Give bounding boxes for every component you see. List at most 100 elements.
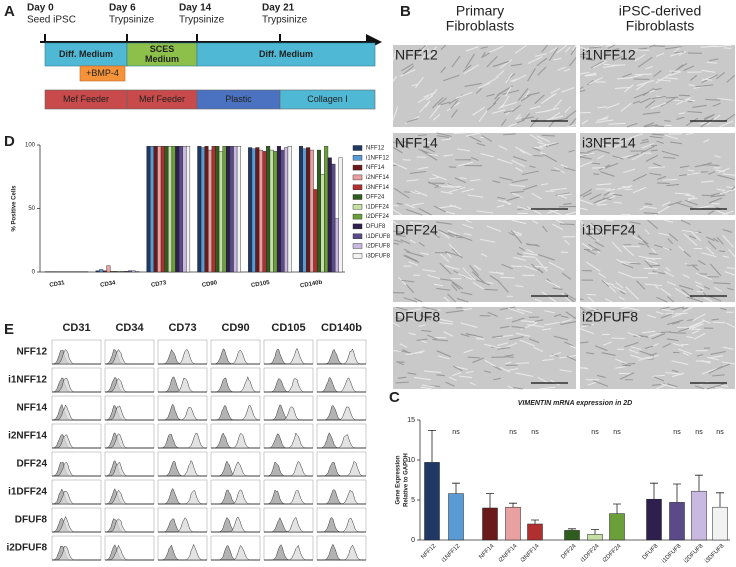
cell — [720, 385, 729, 388]
cell — [593, 173, 600, 176]
cell — [675, 202, 693, 209]
bar — [248, 147, 253, 273]
cell — [579, 56, 592, 60]
cell — [484, 359, 497, 367]
cell — [445, 310, 464, 314]
cell — [632, 235, 644, 242]
histogram-curve — [51, 377, 101, 393]
cell — [601, 352, 616, 356]
micrograph — [580, 45, 735, 127]
cell — [633, 78, 650, 81]
error-bar — [509, 502, 517, 508]
cell — [437, 229, 450, 239]
bar — [266, 146, 271, 273]
cell — [564, 341, 574, 347]
cell — [395, 381, 409, 384]
cell — [606, 102, 620, 109]
cell — [523, 265, 538, 271]
cell — [650, 149, 658, 152]
cell — [462, 267, 476, 281]
cell — [534, 94, 545, 105]
cell — [527, 68, 536, 82]
bar — [218, 151, 223, 273]
medium-text: Diff. Medium — [59, 49, 113, 59]
cell — [689, 235, 696, 240]
cell — [721, 361, 736, 365]
cell — [465, 370, 474, 374]
cell — [686, 172, 700, 176]
cell — [617, 185, 633, 190]
bar — [587, 534, 603, 541]
bar — [320, 174, 325, 273]
cell — [403, 297, 418, 303]
cell — [608, 192, 615, 196]
cell — [682, 229, 699, 234]
cell — [404, 254, 418, 262]
cell — [403, 248, 411, 254]
cell — [648, 89, 656, 93]
cell — [525, 91, 540, 97]
bar — [110, 271, 115, 273]
cell — [726, 322, 736, 328]
bar — [229, 146, 234, 273]
cell — [457, 273, 473, 281]
y-axis-label: Relative to GAPDH — [404, 453, 410, 507]
bar — [609, 513, 625, 541]
cell — [687, 322, 702, 330]
histogram-curve — [211, 489, 260, 505]
cell — [649, 172, 662, 176]
cell — [603, 63, 610, 66]
micrograph — [393, 220, 576, 302]
cell — [461, 188, 475, 193]
cell — [415, 48, 421, 55]
cell — [394, 140, 410, 149]
cell — [532, 220, 539, 224]
cell — [392, 51, 397, 61]
row-label: DFF24 — [16, 459, 47, 470]
cell — [651, 374, 665, 377]
row-label: NFF12 — [16, 347, 47, 358]
cell — [499, 176, 513, 181]
substrate-text: Plastic — [225, 94, 252, 104]
cell — [667, 200, 682, 207]
cell — [480, 46, 488, 50]
cell — [638, 242, 645, 246]
cell — [566, 355, 577, 361]
cell — [648, 253, 658, 255]
medium-text: SCES — [150, 44, 175, 54]
cell — [618, 296, 625, 301]
cell — [483, 76, 499, 87]
cell — [622, 73, 632, 78]
error-bar — [486, 493, 494, 508]
cell — [465, 332, 484, 339]
cell — [529, 133, 543, 143]
cell — [469, 135, 482, 143]
legend-label: i1DFUF8 — [366, 234, 391, 240]
cell — [608, 122, 626, 125]
cell — [663, 156, 676, 159]
cell — [687, 110, 702, 114]
cell — [480, 153, 494, 158]
x-tick-label: DFUF8 — [642, 543, 660, 561]
cell — [496, 204, 505, 208]
cell — [550, 169, 561, 172]
cell — [640, 145, 655, 154]
cell — [709, 58, 719, 62]
cell — [579, 152, 595, 157]
cell — [712, 102, 721, 107]
histogram-curve — [158, 459, 207, 477]
cell — [579, 298, 584, 301]
legend-label: NFF14 — [366, 165, 385, 171]
cell — [707, 210, 715, 215]
cell — [626, 222, 634, 229]
legend-swatch — [352, 243, 363, 249]
cell — [563, 167, 576, 172]
cell — [522, 112, 531, 122]
cell — [406, 251, 424, 258]
cell — [447, 232, 458, 237]
cell — [510, 63, 523, 67]
cell — [497, 199, 512, 205]
cell — [440, 66, 447, 74]
cell — [489, 271, 504, 274]
cell — [648, 166, 666, 169]
